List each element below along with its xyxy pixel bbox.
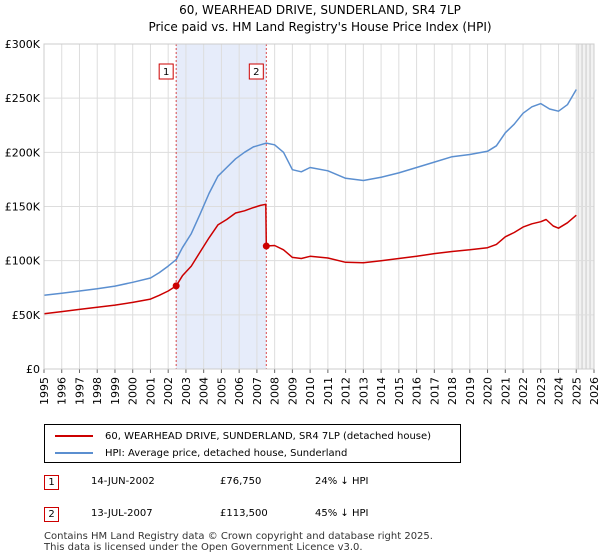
legend-swatch-property bbox=[55, 435, 93, 437]
x-tick-label: 2001 bbox=[144, 377, 157, 405]
legend-label-property: 60, WEARHEAD DRIVE, SUNDERLAND, SR4 7LP … bbox=[105, 430, 432, 442]
hpi-line bbox=[43, 89, 577, 297]
y-tick-label: £300K bbox=[5, 38, 41, 51]
x-tick-label: 2000 bbox=[127, 377, 140, 405]
sale-number-badge: 1 bbox=[44, 475, 59, 490]
sale-marker-label: 1 bbox=[163, 67, 169, 78]
y-tick-label: £200K bbox=[5, 146, 41, 159]
x-tick-label: 2009 bbox=[286, 377, 299, 405]
x-tick-label: 2011 bbox=[322, 377, 335, 405]
x-tick-label: 2012 bbox=[340, 377, 353, 405]
x-tick-label: 2022 bbox=[517, 377, 530, 405]
x-tick-label: 2017 bbox=[428, 377, 441, 405]
y-tick-label: £100K bbox=[5, 255, 41, 268]
x-tick-label: 2013 bbox=[357, 377, 370, 405]
sale-marker: 1 bbox=[158, 63, 174, 80]
x-tick-label: 2016 bbox=[411, 377, 424, 405]
x-tick-label: 1998 bbox=[91, 377, 104, 405]
x-tick-label: 2021 bbox=[499, 377, 512, 405]
sale-point bbox=[172, 282, 180, 290]
x-tick-label: 2025 bbox=[570, 377, 583, 405]
series-lines bbox=[43, 89, 577, 315]
footer-line-1: Contains HM Land Registry data © Crown c… bbox=[44, 531, 433, 542]
sale-number-badge: 2 bbox=[44, 507, 59, 522]
sale-marker-box bbox=[158, 63, 174, 80]
sale-hpi-diff: 45% ↓ HPI bbox=[315, 508, 369, 519]
sale-date: 14-JUN-2002 bbox=[91, 476, 155, 487]
x-tick-label: 2008 bbox=[269, 377, 282, 405]
chart-subtitle: Price paid vs. HM Land Registry's House … bbox=[148, 20, 491, 34]
plot-frame bbox=[43, 43, 595, 370]
legend: 60, WEARHEAD DRIVE, SUNDERLAND, SR4 7LP … bbox=[44, 424, 461, 463]
y-tick-label: £50K bbox=[12, 309, 41, 322]
sale-price: £76,750 bbox=[220, 476, 262, 487]
sale-marker-label: 2 bbox=[253, 67, 259, 78]
x-tick-label: 2006 bbox=[233, 377, 246, 405]
x-tick-label: 2015 bbox=[393, 377, 406, 405]
x-tick-label: 1995 bbox=[38, 377, 51, 405]
x-tick-label: 2023 bbox=[535, 377, 548, 405]
x-tick-label: 2002 bbox=[162, 377, 175, 405]
x-tick-label: 2005 bbox=[215, 377, 228, 405]
x-tick-label: 1996 bbox=[56, 377, 69, 405]
x-tick-label: 2014 bbox=[375, 377, 388, 405]
y-tick-label: £0 bbox=[26, 363, 40, 376]
price-chart: 60, WEARHEAD DRIVE, SUNDERLAND, SR4 7LP … bbox=[5, 3, 600, 405]
x-tick-label: 2020 bbox=[482, 377, 495, 405]
x-tick-label: 2018 bbox=[446, 377, 459, 405]
sale-date: 13-JUL-2007 bbox=[91, 508, 153, 519]
y-tick-label: £150K bbox=[5, 201, 41, 214]
x-tick-label: 2019 bbox=[464, 377, 477, 405]
x-tick-label: 1999 bbox=[109, 377, 122, 405]
sale-points bbox=[172, 242, 270, 290]
legend-item-hpi: HPI: Average price, detached house, Sund… bbox=[55, 445, 347, 461]
x-tick-label: 2010 bbox=[304, 377, 317, 405]
x-tick-label: 2024 bbox=[553, 377, 566, 405]
legend-swatch-hpi bbox=[55, 452, 93, 454]
legend-label-hpi: HPI: Average price, detached house, Sund… bbox=[105, 447, 348, 459]
x-tick-label: 2026 bbox=[588, 377, 600, 405]
y-tick-label: £250K bbox=[5, 92, 41, 105]
x-tick-label: 2007 bbox=[251, 377, 264, 405]
x-tick-label: 2003 bbox=[180, 377, 193, 405]
chart-title: 60, WEARHEAD DRIVE, SUNDERLAND, SR4 7LP bbox=[179, 3, 461, 17]
footer-attribution: Contains HM Land Registry data © Crown c… bbox=[44, 531, 433, 553]
sale-marker-box bbox=[248, 63, 264, 80]
sale-marker: 2 bbox=[248, 63, 264, 80]
sale-hpi-diff: 24% ↓ HPI bbox=[315, 476, 369, 487]
x-axis: 1995 1996 1997 1998 1999 2000 2001 2002 2003 2004… bbox=[38, 369, 600, 405]
sale-price: £113,500 bbox=[220, 508, 268, 519]
footer-line-2: This data is licensed under the Open Gov… bbox=[44, 542, 363, 553]
property-price-line bbox=[43, 203, 577, 315]
sale-point bbox=[262, 242, 270, 250]
legend-item-property: 60, WEARHEAD DRIVE, SUNDERLAND, SR4 7LP … bbox=[55, 428, 431, 444]
x-tick-label: 2004 bbox=[198, 377, 211, 405]
y-axis: £0 £50K £100K £150K £200K £250K £300K bbox=[5, 38, 41, 376]
grid-lines bbox=[43, 43, 595, 370]
x-tick-label: 1997 bbox=[73, 377, 86, 405]
